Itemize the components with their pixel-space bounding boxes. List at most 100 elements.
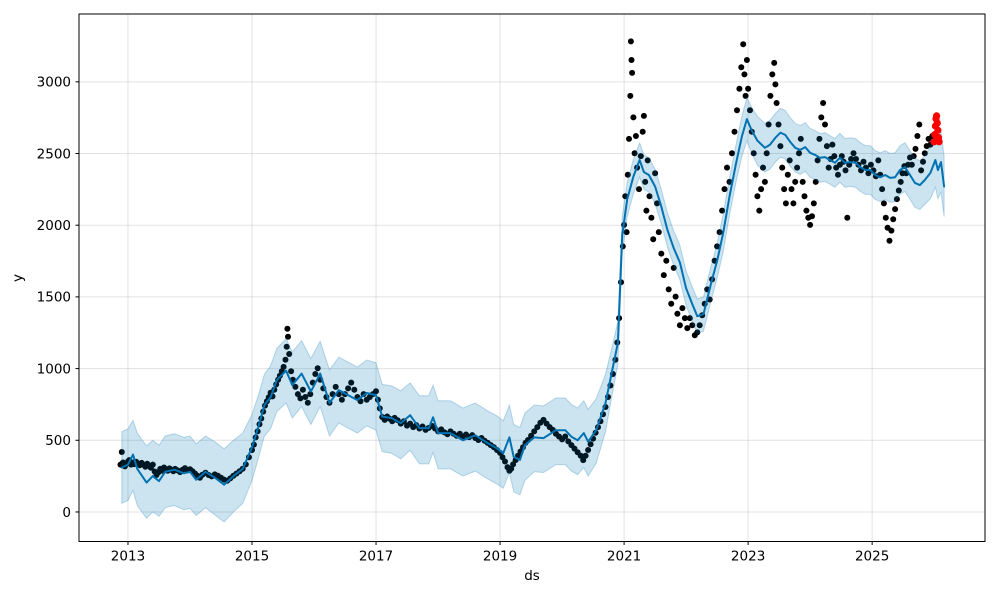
observed-point (880, 200, 887, 207)
observed-point (655, 229, 662, 236)
observed-point (831, 153, 838, 160)
y-tick-label: 1500 (37, 290, 71, 306)
observed-point (663, 257, 670, 264)
observed-point (760, 164, 766, 171)
observed-point (844, 214, 851, 221)
observed-point (672, 293, 679, 300)
observed-point (627, 92, 634, 99)
observed-point (816, 135, 823, 142)
observed-point (636, 186, 642, 193)
observed-point (794, 164, 801, 171)
observed-point (750, 150, 757, 157)
observed-point (786, 157, 793, 164)
observed-point (848, 156, 855, 162)
observed-point (895, 187, 902, 194)
observed-point (814, 157, 821, 164)
observed-point (742, 92, 749, 99)
observed-point (643, 207, 650, 214)
observed-point (810, 200, 817, 207)
observed-point (284, 325, 291, 332)
observed-point (714, 243, 721, 250)
observed-point (792, 178, 799, 185)
observed-point (280, 363, 287, 370)
observed-point (818, 114, 825, 121)
axis-ticks: 2013 2015 2017 2019 2021 2023 2025 0 500 1000 1500… (37, 75, 890, 565)
observed-point (531, 428, 538, 435)
observed-point (648, 214, 655, 221)
y-axis-label: y (10, 274, 26, 282)
observed-point (812, 178, 819, 185)
observed-point (777, 143, 784, 150)
observed-point (654, 200, 660, 207)
observed-point (716, 229, 723, 236)
observed-point (285, 333, 291, 340)
observed-point (624, 171, 631, 178)
observed-point (829, 141, 836, 148)
observed-point (781, 186, 788, 193)
observed-point (809, 213, 815, 220)
observed-point (665, 286, 672, 293)
highlighted-point (933, 119, 941, 127)
observed-point (658, 250, 665, 257)
observed-point (681, 315, 688, 322)
observed-point (312, 371, 319, 377)
observed-point (799, 178, 806, 185)
observed-point (758, 186, 765, 193)
observed-point (283, 343, 290, 350)
observed-point (694, 329, 701, 336)
x-tick-label: 2013 (111, 549, 145, 565)
observed-point (897, 178, 904, 185)
observed-point (307, 391, 314, 398)
x-tick-label: 2017 (359, 549, 393, 565)
observed-point (118, 449, 125, 455)
observed-point (302, 394, 309, 400)
observed-point (908, 161, 915, 168)
y-tick-label: 1000 (37, 361, 71, 377)
observed-point (332, 383, 339, 390)
observed-point (719, 207, 726, 214)
observed-point (642, 178, 649, 185)
observed-point (918, 167, 925, 174)
observed-point (650, 236, 657, 243)
observed-point (627, 38, 634, 45)
observed-point (775, 121, 782, 128)
observed-points (117, 38, 936, 484)
forecast-line-path (120, 118, 946, 486)
observed-point (348, 379, 355, 386)
observed-point (646, 193, 653, 200)
observed-point (582, 452, 589, 459)
y-tick-label: 2000 (37, 218, 71, 234)
observed-point (921, 150, 928, 157)
observed-point (562, 433, 569, 440)
observed-point (585, 447, 592, 453)
observed-point (893, 196, 900, 203)
observed-point (790, 200, 797, 207)
observed-point (835, 171, 841, 178)
observed-point (338, 396, 345, 403)
observed-point (773, 100, 780, 106)
observed-point (502, 458, 508, 465)
observed-point (788, 186, 795, 193)
observed-point (823, 143, 830, 150)
observed-point (726, 178, 733, 185)
observed-point (890, 216, 897, 223)
observed-point (867, 161, 874, 168)
observed-point (886, 237, 893, 244)
observed-point (747, 107, 753, 114)
highlighted-points (930, 112, 943, 146)
observed-point (803, 207, 810, 214)
observed-point (660, 272, 667, 279)
uncertainty-band-area (121, 96, 945, 523)
y-tick-label: 3000 (37, 75, 71, 91)
observed-point (756, 207, 763, 214)
forecast-line (120, 118, 946, 486)
observed-point (853, 156, 859, 162)
observed-point (784, 171, 791, 178)
observed-point (743, 57, 750, 63)
observed-point (882, 214, 889, 221)
observed-point (752, 171, 759, 178)
observed-point (769, 71, 776, 78)
observed-point (771, 59, 778, 66)
